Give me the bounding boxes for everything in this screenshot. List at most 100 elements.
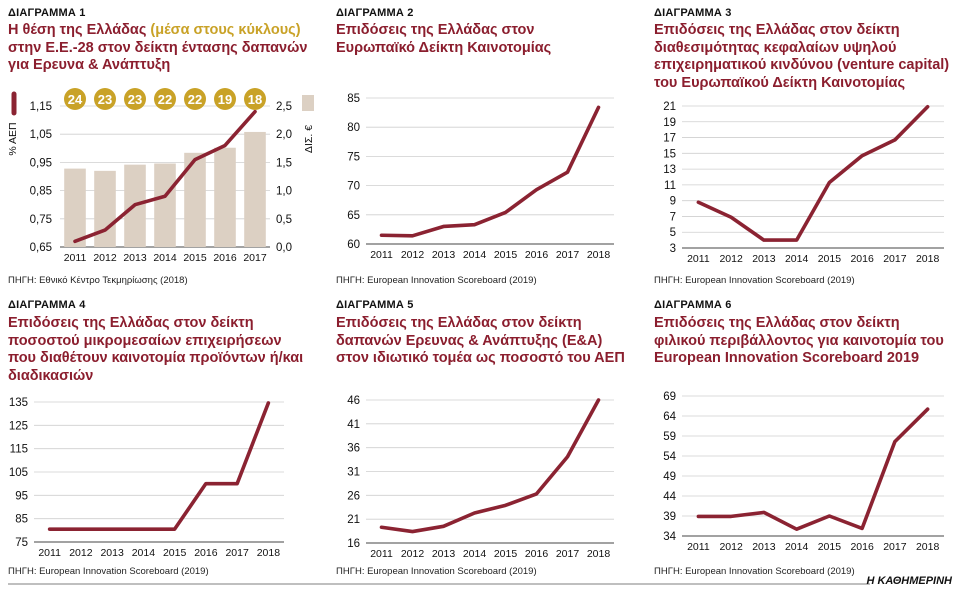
y-tick-label: 21 — [663, 101, 676, 113]
x-tick-label: 2013 — [123, 252, 147, 264]
bar — [214, 147, 236, 247]
y-tick-label: 3 — [670, 243, 676, 255]
y-tick-label-right: 0,0 — [276, 242, 292, 254]
y-tick-label: 115 — [10, 444, 28, 456]
y-tick-label: 44 — [663, 491, 676, 503]
x-tick-label: 2016 — [194, 547, 218, 559]
y-tick-label: 95 — [15, 490, 28, 502]
rank-badge — [154, 88, 176, 110]
y-tick-label-left: 1,05 — [30, 129, 52, 141]
y-tick-label: 31 — [347, 467, 360, 479]
x-tick-label: 2015 — [818, 541, 842, 553]
title-main: Η θέση της Ελλάδας — [8, 22, 151, 38]
diagram-label: ΔΙΑΓΡΑΜΜΑ 4 — [8, 299, 86, 311]
x-tick-label: 2013 — [100, 547, 124, 559]
y-tick-label: 80 — [347, 122, 360, 134]
y-tick-label: 46 — [347, 395, 360, 407]
y-tick-label: 59 — [663, 431, 676, 443]
x-tick-label: 2017 — [883, 253, 907, 265]
y-tick-label-left: 1,15 — [30, 101, 52, 113]
x-tick-label: 2012 — [401, 548, 425, 560]
chart-source: ΠΗΓΗ: European Innovation Scoreboard (20… — [654, 566, 855, 577]
y-tick-label: 5 — [670, 227, 676, 239]
y-tick-label: 21 — [347, 514, 360, 526]
x-tick-label: 2014 — [153, 252, 177, 264]
panel-diagram-5: ΔΙΑΓΡΑΜΜΑ 5 Επιδόσεις της Ελλάδας στον δ… — [330, 292, 630, 582]
bar — [64, 168, 86, 247]
chart-plot: 3 5 7 9 11 13 15 17 19 21 2011 2012 2013 2014 2015 2016… — [663, 101, 944, 265]
bar — [244, 131, 266, 247]
chart-plot: 34 39 44 49 54 59 64 69 2011 2012 2013 2014 2015 2016… — [663, 391, 944, 553]
legend-bar-marker — [302, 95, 314, 111]
panel-diagram-4: ΔΙΑΓΡΑΜΜΑ 4 Επιδόσεις της Ελλάδας στον δ… — [0, 292, 320, 582]
y-tick-label: 64 — [663, 411, 676, 423]
y-tick-label: 16 — [347, 538, 360, 550]
y-tick-label: 41 — [347, 419, 360, 431]
y-tick-label-left: 0,95 — [30, 157, 52, 169]
series-line — [379, 398, 601, 534]
x-tick-label: 2012 — [719, 253, 743, 265]
x-tick-label: 2012 — [93, 252, 117, 264]
panel-diagram-2: ΔΙΑΓΡΑΜΜΑ 2 Επιδόσεις της Ελλάδας στον Ε… — [330, 0, 630, 290]
x-tick-label: 2014 — [463, 548, 487, 560]
x-tick-label: 2018 — [587, 548, 611, 560]
chart-title: Επιδόσεις της Ελλάδας στον Ευρωπαϊκό Δεί… — [336, 22, 552, 56]
x-tick-label: 2012 — [69, 547, 93, 559]
rank-label: 23 — [98, 92, 112, 107]
x-tick-label: 2011 — [64, 252, 87, 264]
chart-title: Επιδόσεις της Ελλάδας στον δείκτη φιλικο… — [654, 315, 944, 366]
y-tick-label-left: 0,75 — [30, 214, 52, 226]
publisher-logo: Η ΚΑΘΗΜΕΡΙΝΗ — [866, 575, 952, 587]
x-tick-label: 2015 — [494, 548, 518, 560]
rank-label: 19 — [218, 92, 232, 107]
panel-diagram-3: ΔΙΑΓΡΑΜΜΑ 3 Επιδόσεις της Ελλάδας στον δ… — [648, 0, 960, 290]
x-tick-label: 2016 — [525, 249, 549, 261]
x-tick-label: 2018 — [916, 253, 940, 265]
y-tick-label: 135 — [9, 397, 28, 409]
rank-badge — [244, 88, 266, 110]
y-tick-label-left: 0,65 — [30, 242, 52, 254]
rank-badge — [64, 88, 86, 110]
y-tick-label: 19 — [663, 117, 676, 129]
diagram-label: ΔΙΑΓΡΑΜΜΑ 1 — [8, 7, 86, 19]
chart-title: Επιδόσεις της Ελλάδας στον δείκτη ποσοστ… — [8, 315, 304, 384]
y-tick-label-right: 2,5 — [276, 101, 292, 113]
y-tick-label: 65 — [347, 210, 360, 222]
rank-label: 24 — [68, 92, 83, 107]
y-tick-label: 70 — [347, 181, 360, 193]
diagram-label: ΔΙΑΓΡΑΜΜΑ 6 — [654, 299, 732, 311]
x-tick-label: 2011 — [687, 253, 710, 265]
bar — [154, 163, 176, 247]
panel-diagram-6: ΔΙΑΓΡΑΜΜΑ 6 Επιδόσεις της Ελλάδας στον δ… — [648, 292, 960, 582]
x-tick-label: 2013 — [752, 541, 776, 553]
x-tick-label: 2017 — [556, 249, 580, 261]
x-tick-label: 2011 — [370, 548, 393, 560]
series-line — [379, 105, 601, 238]
x-tick-label: 2018 — [916, 541, 940, 553]
x-tick-label: 2016 — [213, 252, 237, 264]
y-tick-label: 85 — [15, 514, 28, 526]
x-tick-label: 2011 — [38, 547, 61, 559]
series-line — [73, 109, 257, 244]
y-tick-label: 125 — [9, 420, 28, 432]
rank-badge — [94, 88, 116, 110]
series-line — [47, 401, 271, 531]
diagram-label: ΔΙΑΓΡΑΜΜΑ 2 — [336, 7, 414, 19]
series-line — [696, 407, 930, 531]
x-tick-label: 2018 — [587, 249, 611, 261]
rank-label: 23 — [128, 92, 142, 107]
x-tick-label: 2011 — [687, 541, 710, 553]
chart-source: ΠΗΓΗ: European Innovation Scoreboard (20… — [336, 566, 537, 577]
x-tick-label: 2016 — [525, 548, 549, 560]
y-tick-label: 7 — [670, 211, 676, 223]
x-tick-label: 2014 — [785, 253, 809, 265]
rank-badge — [124, 88, 146, 110]
title-highlight: (μέσα στους κύκλους) — [150, 22, 301, 38]
y-tick-label: 54 — [663, 451, 676, 463]
y-tick-label: 11 — [664, 180, 676, 192]
x-tick-label: 2011 — [370, 249, 393, 261]
chart-plot: 60 65 70 75 80 85 2011 2012 2013 2014 2015 2016 2017… — [347, 93, 614, 261]
x-tick-label: 2015 — [183, 252, 207, 264]
chart-plot: 16 21 26 31 36 41 46 2011 2012 2013 2014 2015 2016 20… — [347, 395, 614, 560]
x-tick-label: 2016 — [850, 253, 874, 265]
